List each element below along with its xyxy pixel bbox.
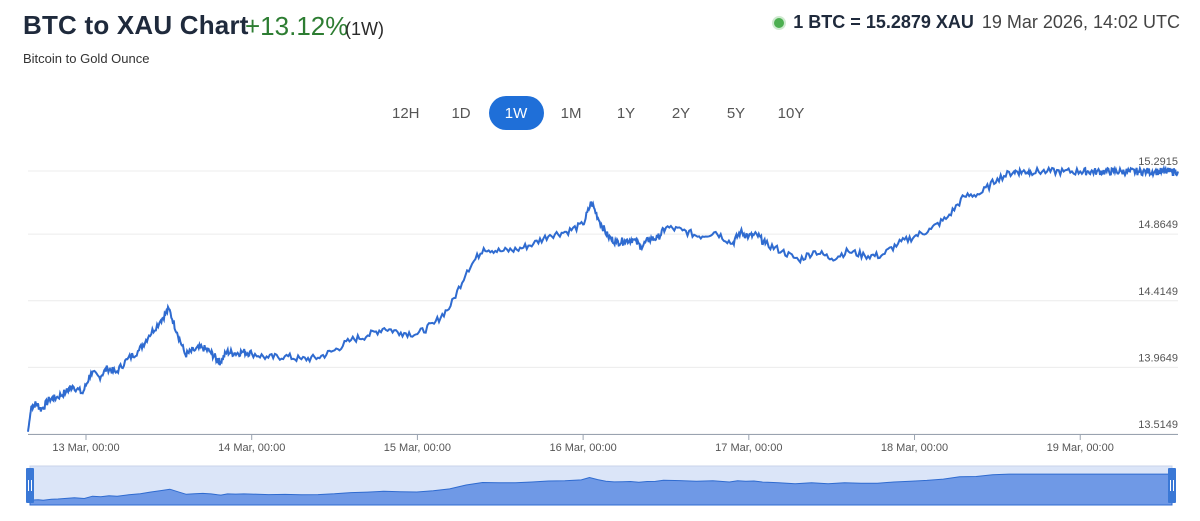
y-tick-label: 14.8649: [1138, 219, 1178, 231]
live-status-icon: [772, 15, 787, 30]
navigator-area: [29, 473, 1173, 506]
page-title: BTC to XAU Chart: [23, 10, 249, 40]
page-subtitle: Bitcoin to Gold Ounce: [23, 51, 150, 66]
timestamp: 19 Mar 2026, 14:02 UTC: [981, 12, 1180, 32]
period-button-1y[interactable]: 1Y: [616, 104, 636, 122]
x-axis: 13 Mar, 00:00 14 Mar, 00:00 15 Mar, 00:00 1…: [28, 434, 1178, 454]
period-button-12h[interactable]: 12H: [392, 104, 420, 122]
period-selector: 12H 1D 1W 1M 1Y 2Y 5Y 10Y: [378, 96, 819, 130]
x-tick-label: 17 Mar, 00:00: [715, 442, 782, 454]
x-tick-label: 18 Mar, 00:00: [881, 442, 948, 454]
period-button-2y[interactable]: 2Y: [671, 104, 691, 122]
change-period: (1W): [345, 19, 384, 39]
navigator-right-handle[interactable]: [1168, 468, 1176, 503]
x-tick-label: 13 Mar, 00:00: [52, 442, 119, 454]
x-tick-label: 19 Mar, 00:00: [1047, 442, 1114, 454]
y-tick-label: 13.9649: [1138, 352, 1178, 364]
period-button-10y[interactable]: 10Y: [777, 104, 805, 122]
period-button-1d[interactable]: 1D: [451, 104, 471, 122]
y-tick-label: 13.5149: [1138, 419, 1178, 431]
navigator-left-handle[interactable]: [26, 468, 34, 503]
period-button-5y[interactable]: 5Y: [726, 104, 746, 122]
chart-grid: [28, 170, 1178, 435]
x-tick-label: 14 Mar, 00:00: [218, 442, 285, 454]
period-button-1m[interactable]: 1M: [560, 104, 582, 122]
change-percent: +13.12%: [245, 11, 349, 41]
navigator[interactable]: [26, 465, 1176, 506]
y-axis: 15.2915 14.8649 14.4149 13.9649 13.5149: [1138, 156, 1178, 431]
y-tick-label: 14.4149: [1138, 286, 1178, 298]
price-line: [27, 164, 1179, 432]
y-tick-label: 15.2915: [1138, 156, 1178, 168]
chart-header: BTC to XAU Chart +13.12% (1W) 1 BTC = 15…: [23, 8, 1180, 48]
x-tick-label: 16 Mar, 00:00: [549, 442, 616, 454]
exchange-rate: 1 BTC = 15.2879 XAU: [793, 12, 974, 32]
x-tick-label: 15 Mar, 00:00: [384, 442, 451, 454]
period-button-1w[interactable]: 1W: [488, 96, 544, 130]
rate-block: 1 BTC = 15.2879 XAU 19 Mar 2026, 14:02 U…: [772, 12, 1180, 33]
